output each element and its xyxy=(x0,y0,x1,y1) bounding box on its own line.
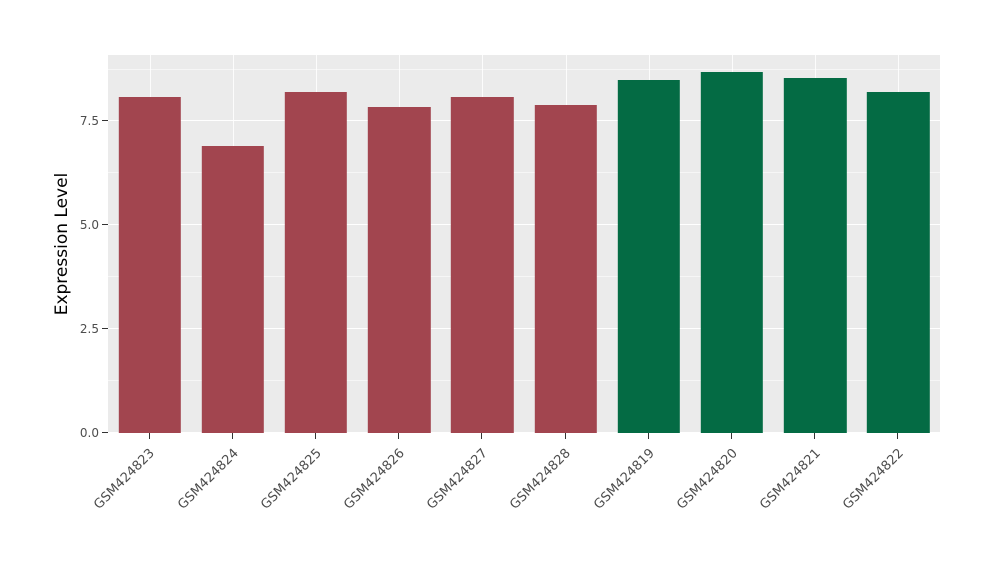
bar xyxy=(867,92,930,433)
x-tick-mark xyxy=(398,433,400,439)
x-tick-mark xyxy=(231,433,233,439)
y-tick-label: 5.0 xyxy=(79,218,99,233)
x-tick-label: GSM424826 xyxy=(341,446,408,513)
y-tick-label: 2.5 xyxy=(79,322,99,337)
x-tick-label: GSM424823 xyxy=(91,446,159,513)
y-tick-mark xyxy=(102,120,108,122)
y-tick-label: 0.0 xyxy=(79,426,99,440)
y-tick-label: 7.5 xyxy=(79,114,99,129)
y-tick-mark xyxy=(102,328,108,330)
bar xyxy=(617,79,680,433)
bar xyxy=(201,146,264,433)
x-tick-mark xyxy=(564,433,566,439)
bar xyxy=(451,96,514,433)
x-tick-mark xyxy=(481,433,483,439)
x-tick-label: GSM424824 xyxy=(174,446,242,513)
bar xyxy=(118,96,181,433)
bar xyxy=(367,106,431,433)
gridline-minor xyxy=(108,68,940,70)
gridline-major xyxy=(108,120,940,122)
gridline-minor xyxy=(108,380,940,382)
x-tick-label: GSM424825 xyxy=(258,446,325,513)
x-tick-label: GSM424821 xyxy=(757,446,824,513)
bar xyxy=(284,92,348,433)
x-tick-mark xyxy=(731,433,732,439)
x-tick-label: GSM424822 xyxy=(840,446,908,513)
x-tick-label: GSM424827 xyxy=(424,446,492,513)
x-tick-label: GSM424819 xyxy=(590,446,658,513)
y-tick-mark xyxy=(102,224,108,226)
bar xyxy=(700,71,764,433)
bar xyxy=(783,77,847,433)
x-tick-mark xyxy=(315,433,316,439)
bar xyxy=(534,104,597,433)
gridline-major xyxy=(108,432,940,433)
y-axis-title: Expression Level xyxy=(52,172,72,316)
x-tick-label: GSM424828 xyxy=(507,446,575,513)
y-tick-mark xyxy=(102,432,108,433)
gridline-minor xyxy=(108,276,940,278)
gridline-minor xyxy=(108,172,940,174)
x-tick-mark xyxy=(897,433,899,439)
x-tick-mark xyxy=(647,433,649,439)
x-tick-label: GSM424820 xyxy=(674,446,741,513)
gridline-major xyxy=(108,328,940,330)
x-tick-mark xyxy=(148,433,150,439)
plot-panel xyxy=(108,55,940,433)
gridline-major xyxy=(108,224,940,226)
x-tick-mark xyxy=(814,433,816,439)
